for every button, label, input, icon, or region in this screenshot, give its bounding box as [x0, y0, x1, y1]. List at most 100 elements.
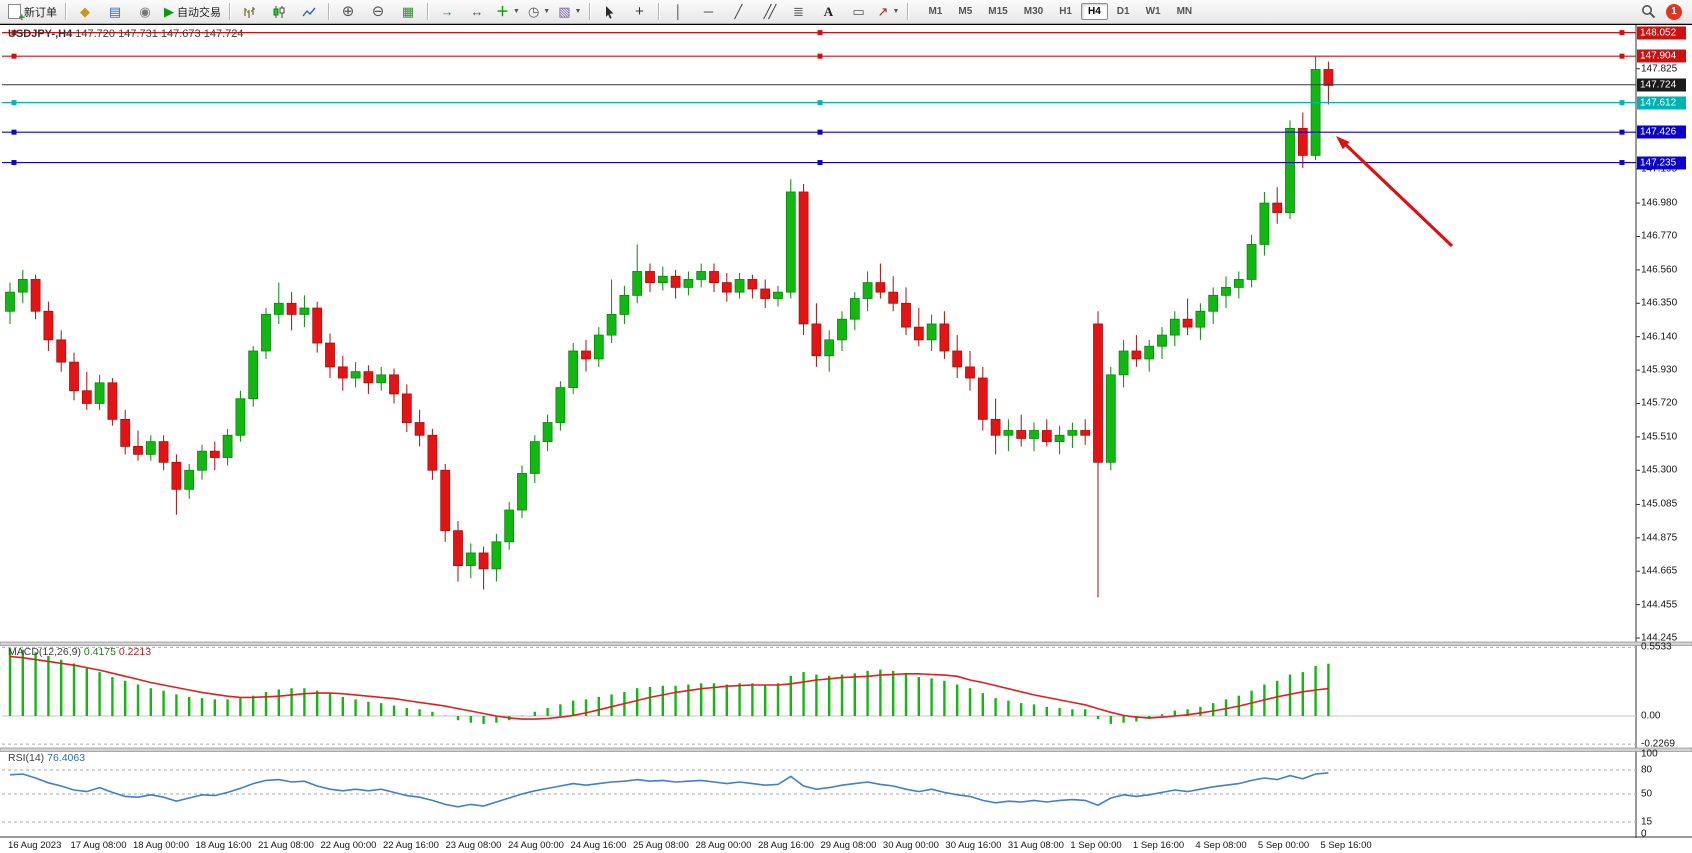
zoom-out-icon: ⊖	[371, 3, 385, 20]
toolbar-separator	[589, 3, 591, 20]
candle-body	[491, 541, 502, 570]
candle-body	[1195, 310, 1206, 328]
pane-separator[interactable]	[0, 747, 1692, 752]
timeframe-button-W1[interactable]: W1	[1145, 6, 1161, 17]
hline-handle[interactable]	[1619, 100, 1625, 106]
timeframe-button-D1[interactable]: D1	[1116, 6, 1130, 17]
candle-body	[1131, 350, 1142, 360]
timeframe-button-M1[interactable]: M1	[928, 6, 943, 17]
new-order-button[interactable]: 新订单	[4, 1, 61, 24]
annotation-arrow-head[interactable]	[1336, 136, 1350, 150]
timeframe-button-M30[interactable]: M30	[1023, 6, 1044, 17]
candle-body	[1310, 69, 1321, 156]
notification-badge[interactable]: 1	[1666, 3, 1682, 20]
timeframe-button-H4[interactable]: H4	[1080, 3, 1108, 20]
hline-handle[interactable]	[817, 160, 823, 166]
timeframe-button-M5[interactable]: M5	[958, 6, 973, 17]
hline-handle[interactable]	[1619, 53, 1625, 59]
arrows-tool-button[interactable]: ↗ ▼	[873, 1, 903, 23]
candle-body	[1054, 434, 1065, 443]
hline-handle[interactable]	[817, 53, 823, 59]
hline-handle[interactable]	[817, 100, 823, 106]
candle-body	[1169, 318, 1180, 336]
autotrading-icon: ▶	[164, 4, 174, 19]
line-chart-type-button[interactable]	[294, 1, 324, 23]
hline-handle[interactable]	[11, 129, 17, 135]
hline-handle[interactable]	[817, 30, 823, 36]
channel-tool-button[interactable]: ╱╱	[753, 1, 783, 23]
timeframe-button-H1[interactable]: H1	[1059, 6, 1072, 17]
navigator-button[interactable]: ◉	[130, 1, 160, 23]
periods-button[interactable]: ◷ ▼	[524, 1, 554, 23]
candle-body	[350, 371, 361, 379]
macd-signal-line	[9, 655, 1329, 720]
tile-windows-icon: ▦	[401, 4, 415, 19]
horizontal-line-tool-button[interactable]: ─	[693, 1, 723, 23]
indicators-icon: ＋	[496, 4, 510, 19]
cursor-button[interactable]	[594, 1, 624, 23]
candle-body	[965, 366, 975, 379]
candle-body	[1221, 286, 1231, 296]
candle-body	[1233, 279, 1244, 288]
rsi-line	[9, 772, 1329, 808]
search-icon[interactable]	[1641, 4, 1656, 19]
hline-handle[interactable]	[11, 160, 17, 166]
hline-handle[interactable]	[11, 100, 17, 106]
candle-body	[94, 382, 105, 404]
timeframe-button-M15[interactable]: M15	[988, 6, 1008, 17]
candle-body	[478, 552, 489, 570]
cursor-icon	[606, 5, 614, 19]
zoom-out-button[interactable]: ⊖	[363, 1, 393, 23]
bar-chart-type-button[interactable]	[234, 1, 264, 23]
timeframe-group: M1 M5 M15 M30 H1 H4 D1 W1 MN	[920, 3, 1200, 20]
text-tool-button[interactable]: A	[813, 1, 843, 23]
pane-separator[interactable]	[0, 641, 1692, 646]
zoom-in-icon: ⊕	[341, 3, 355, 20]
label-tool-button[interactable]: ▭	[843, 1, 873, 23]
tile-windows-button[interactable]: ▦	[393, 1, 423, 23]
hline-handle[interactable]	[1619, 30, 1625, 36]
timeframe-button-MN[interactable]: MN	[1176, 6, 1193, 17]
candle-body	[811, 323, 822, 357]
candle-body	[760, 288, 771, 299]
zoom-in-button[interactable]: ⊕	[333, 1, 363, 23]
data-window-button[interactable]: ▤	[100, 1, 130, 23]
hline-handle[interactable]	[11, 53, 17, 59]
auto-scroll-button[interactable]: →	[432, 1, 462, 23]
candle-body	[158, 441, 169, 463]
candle-body	[248, 350, 259, 400]
candle-body	[1003, 430, 1014, 436]
candlestick-type-button[interactable]	[264, 1, 294, 23]
candle-body	[952, 350, 963, 368]
hline-handle[interactable]	[817, 129, 823, 135]
trendline-tool-button[interactable]: ╱	[723, 1, 753, 23]
fibonacci-tool-button[interactable]: ≣	[783, 1, 813, 23]
candle-body	[645, 271, 655, 284]
arrow-tool-icon: ↗	[877, 4, 889, 19]
templates-button[interactable]: ▧ ▼	[554, 1, 585, 23]
candle-body	[184, 469, 195, 490]
annotation-arrow-shaft[interactable]	[1343, 142, 1454, 248]
autotrading-button[interactable]: ▶ 自动交易	[160, 1, 225, 23]
hline-handle[interactable]	[1619, 160, 1625, 166]
chart-shift-button[interactable]: ↔	[462, 1, 492, 23]
trendline-icon: ╱	[734, 4, 743, 19]
candle-body	[107, 382, 118, 420]
toolbar-separator	[658, 3, 660, 20]
chevron-down-icon: ▼	[543, 8, 551, 15]
candle-body	[875, 282, 886, 293]
candle-body	[619, 294, 630, 315]
candle-body	[926, 323, 937, 341]
hline-handle[interactable]	[11, 30, 17, 36]
fibonacci-icon: ≣	[793, 4, 804, 19]
indicators-button[interactable]: ＋ ▼	[492, 1, 524, 23]
candle-body	[785, 191, 796, 293]
new-order-icon	[8, 4, 25, 24]
label-tool-icon: ▭	[852, 4, 865, 19]
market-watch-button[interactable]: ◆	[70, 1, 100, 23]
hline-handle[interactable]	[1619, 129, 1625, 135]
crosshair-button[interactable]: +	[624, 1, 654, 23]
vertical-line-tool-button[interactable]: │	[663, 1, 693, 23]
candle-body	[606, 314, 617, 336]
